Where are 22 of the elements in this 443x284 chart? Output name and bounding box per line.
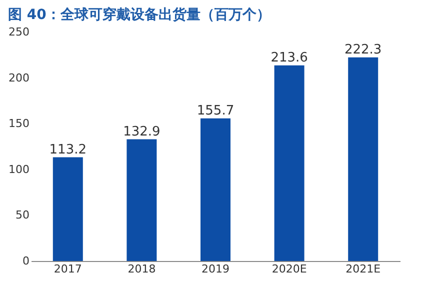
y-tick-label: 100 bbox=[8, 162, 30, 176]
data-label: 222.3 bbox=[344, 42, 382, 58]
bar bbox=[200, 118, 230, 261]
y-tick-label: 250 bbox=[8, 26, 30, 38]
x-tick-label: 2019 bbox=[202, 262, 230, 276]
chart-title: 图 40：全球可穿戴设备出货量（百万个） bbox=[8, 6, 270, 23]
x-tick-label: 2017 bbox=[54, 262, 82, 276]
bar bbox=[274, 65, 304, 261]
x-tick-label: 2020E bbox=[272, 262, 307, 276]
y-tick-label: 150 bbox=[8, 117, 30, 130]
data-label: 113.2 bbox=[49, 142, 87, 158]
bar bbox=[126, 139, 157, 261]
bar bbox=[52, 157, 83, 261]
x-tick-label: 2021E bbox=[346, 262, 381, 276]
y-tick-label: 0 bbox=[22, 254, 30, 268]
y-tick-label: 200 bbox=[8, 71, 30, 84]
bar bbox=[348, 57, 378, 261]
y-tick-label: 50 bbox=[16, 208, 30, 222]
data-label: 155.7 bbox=[196, 103, 234, 118]
x-tick-label: 2018 bbox=[128, 262, 156, 276]
data-label: 132.9 bbox=[123, 124, 160, 140]
data-label: 213.6 bbox=[270, 50, 308, 66]
